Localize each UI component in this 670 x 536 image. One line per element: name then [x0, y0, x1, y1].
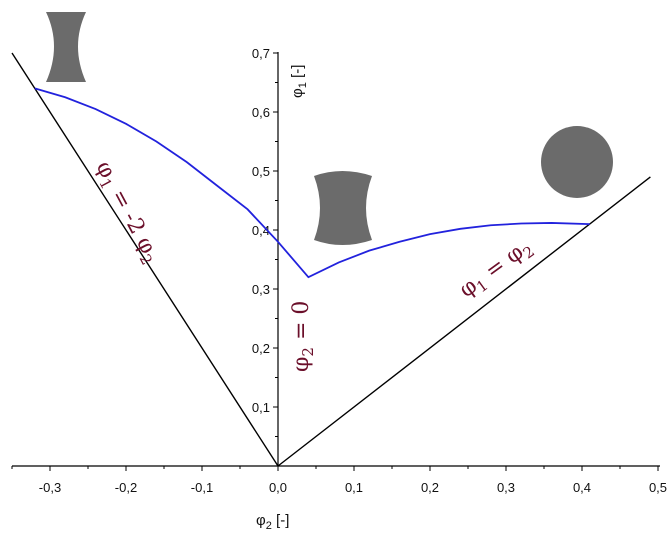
y-axis-title: φ1 [-] — [289, 65, 309, 98]
x-tick-label: 0,5 — [649, 480, 667, 495]
boundary-line — [277, 176, 651, 467]
annotation-phi1-eq-phi2: φ1 = φ2 — [455, 234, 538, 305]
x-tick-label: -0,1 — [191, 480, 213, 495]
annotation-phi2-eq-0: φ2 = 0 — [289, 301, 317, 372]
boundary-line — [11, 52, 279, 467]
circle-shape-icon — [541, 126, 613, 198]
series-curve — [34, 87, 590, 279]
y-tick-label: 0,7 — [252, 46, 270, 61]
x-axis-title: φ2 [-] — [256, 512, 289, 532]
y-tick-label: 0,4 — [252, 223, 270, 238]
y-ticks: 0,1 0,2 0,3 0,4 0,5 0,6 0,7 — [252, 46, 278, 437]
y-tick-label: 0,6 — [252, 105, 270, 120]
hourglass-shape-icon — [46, 12, 86, 82]
x-tick-label: 0,4 — [573, 480, 591, 495]
barrel-shape-icon — [314, 171, 372, 245]
y-tick-label: 0,1 — [252, 400, 270, 415]
x-tick-label: 0,3 — [497, 480, 515, 495]
y-tick-label: 0,2 — [252, 341, 270, 356]
x-tick-label: 0,2 — [421, 480, 439, 495]
x-tick-label: -0,3 — [39, 480, 61, 495]
x-tick-label: -0,2 — [115, 480, 137, 495]
boundary-lines — [11, 52, 651, 467]
annotation-phi1-eq-minus2phi2: φ1 = -2 φ2 — [88, 157, 165, 268]
x-tick-label: 0,1 — [345, 480, 363, 495]
y-tick-label: 0,5 — [252, 164, 270, 179]
x-ticks: -0,3 -0,2 -0,1 0,0 0,1 0,2 0,3 0,4 0,5 — [11, 466, 667, 495]
x-tick-label: 0,0 — [269, 480, 287, 495]
y-tick-label: 0,3 — [252, 282, 270, 297]
